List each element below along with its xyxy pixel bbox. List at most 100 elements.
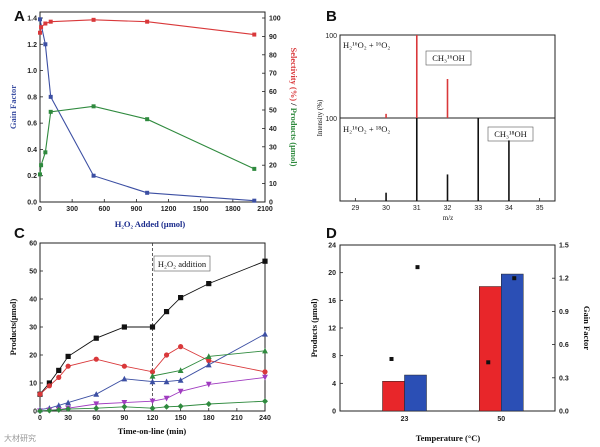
panel-c-xtick-label: 60 — [92, 415, 100, 422]
panel-b-xlabel: m/z — [443, 214, 454, 222]
panel-d-ytick-left-label: 20 — [328, 270, 336, 277]
panel-c-point-black-square — [149, 324, 156, 330]
panel-d-ytick-left-label: 8 — [332, 353, 336, 360]
panel-b-xtick-label: 31 — [413, 205, 421, 212]
panel-c-point-green-diamond — [65, 406, 72, 413]
panel-a-ylabel-right: Selectivity (%) / Products (µmol) — [289, 47, 299, 166]
panel-d-xtick-label: 23 — [401, 416, 409, 423]
panel-a-point-blue — [91, 173, 96, 178]
panel-c-xtick-label: 90 — [120, 415, 128, 422]
panel-a-xtick-label: 600 — [98, 206, 110, 213]
panel-a-ytick-right-label: 30 — [269, 144, 277, 151]
panel-d-ytick-right-label: 0.0 — [559, 409, 569, 416]
panel-c-point-green-diamond — [163, 403, 170, 410]
panel-a-point-red — [38, 30, 42, 35]
panel-c-xtick-label: 210 — [231, 415, 243, 422]
panel-c-point-red-circle — [149, 369, 156, 375]
panel-c-point-red-circle — [46, 383, 52, 389]
panel-c-point-black-square — [206, 281, 212, 287]
panel-c-chart: Time-on-line (min) Products(µmol) H₂O₂ a… — [8, 241, 271, 437]
panel-c-point-blue-triangle-up — [262, 330, 268, 337]
panel-c-point-green-diamond — [149, 405, 156, 412]
panel-a-xtick-label: 300 — [66, 206, 78, 213]
panel-a-ylabel-right-red: Selectivity (%) — [289, 47, 299, 101]
panel-a-ytick-left-label: 1.2 — [27, 42, 37, 49]
panel-c-point-red-circle — [163, 352, 170, 358]
panel-a-point-green — [39, 163, 44, 168]
panel-c-point-violet-triangle-down — [177, 388, 184, 395]
panel-a-ytick-left-label: 0.2 — [27, 173, 37, 180]
panel-a-xtick-label: 2100 — [257, 206, 273, 213]
panel-a-chart: H₂O₂ Added (µmol) Gain Factor Selectivit… — [8, 11, 299, 229]
panel-b-top-formula: H₂¹⁶O₂ + ¹⁶O₂ — [343, 40, 390, 50]
panel-a-ytick-right-label: 50 — [269, 108, 277, 115]
panel-a-ylabel-right-green: Products (µmol) — [289, 108, 299, 167]
panel-c-annotation-box — [153, 255, 211, 272]
panel-c-ylabel: Products(µmol) — [8, 298, 18, 355]
panel-c-point-green-triangle-up — [205, 353, 212, 359]
panel-a-point-red — [43, 21, 48, 26]
panel-d-ytick-left-label: 24 — [328, 243, 336, 250]
panel-c-ytick-label: 60 — [29, 241, 37, 248]
panel-d-ticks: 0 4 8 12 16 20 24 0.0 0.3 0.6 0.9 1.2 1.5 23 50 — [328, 243, 569, 424]
panel-c-point-green-diamond — [262, 398, 268, 405]
panel-a-xtick-label: 1800 — [225, 206, 241, 213]
panel-c-ytick-label: 10 — [29, 381, 37, 388]
panel-a-ytick-left-label: 0.6 — [27, 121, 37, 128]
panel-a-ylabel-right-sep: / — [289, 101, 299, 108]
panel-c-point-blue-triangle-up — [93, 391, 100, 397]
panel-a-ytick-right-label: 60 — [269, 89, 277, 96]
panel-a-ytick-left-label: 1.4 — [27, 16, 37, 23]
panel-d-ytick-right-label: 1.2 — [559, 276, 569, 283]
panel-a-point-green — [38, 172, 42, 177]
panel-a-ytick-right-label: 100 — [269, 16, 281, 23]
panel-a-ytick-right-label: 90 — [269, 34, 277, 41]
panel-d-chart: Temperature (°C) Products (µmol) Gain Fa… — [309, 243, 592, 444]
panel-a-point-green — [48, 109, 53, 114]
panel-a-point-red — [48, 19, 53, 24]
panel-b-bottom-product: CH₃¹⁸OH — [494, 129, 527, 139]
panel-b-bottom-ytick: 100 — [325, 116, 337, 123]
panel-c-point-violet-triangle-down — [163, 395, 170, 402]
panel-a-ytick-right-label: 20 — [269, 163, 277, 170]
panel-a-point-red — [39, 25, 44, 30]
panel-b-xtick-label: 32 — [444, 205, 452, 212]
panel-b-xtick-label: 30 — [382, 205, 390, 212]
panel-c-point-black-square — [121, 324, 127, 330]
panel-c-xtick-label: 120 — [147, 415, 159, 422]
panel-d-gain-point — [415, 265, 420, 270]
panel-d-ytick-left-label: 0 — [332, 409, 336, 416]
panel-c-plot — [37, 243, 268, 415]
panel-a-ytick-right-label: 40 — [269, 126, 277, 133]
panel-b-xtick-label: 33 — [474, 205, 482, 212]
panel-c-point-blue-triangle-up — [163, 378, 170, 385]
panel-c-point-green-diamond — [46, 407, 53, 414]
panel-c-point-red-circle — [121, 363, 127, 369]
panel-c-point-red-circle — [206, 358, 212, 364]
panel-c-point-blue-triangle-up — [65, 399, 72, 406]
panel-label-a: A — [14, 8, 25, 25]
panel-a-frame — [39, 11, 266, 203]
panel-a-point-green — [252, 166, 257, 171]
panel-c-point-red-circle — [262, 369, 268, 375]
panel-b-top-product-box — [425, 50, 472, 66]
panel-a-series-line-blue — [39, 19, 255, 202]
panel-a-xtick-label: 1500 — [193, 206, 209, 213]
panel-c-point-blue-triangle-up — [205, 361, 212, 368]
panel-a-point-blue — [145, 190, 150, 195]
panel-b-bottom-formula: H₂¹⁶O₂ + ¹⁸O₂ — [343, 124, 390, 134]
panel-b-xtick-label: 29 — [351, 205, 359, 212]
panel-c-point-blue-triangle-up — [149, 378, 156, 385]
panel-c-xtick-label: 240 — [259, 415, 271, 422]
panel-d-ytick-left-label: 4 — [332, 381, 336, 388]
panel-d-ytick-right-label: 0.6 — [559, 342, 569, 349]
panel-c-point-green-diamond — [121, 403, 128, 410]
panel-c-point-black-square — [163, 309, 170, 315]
panel-c-point-violet-triangle-down — [205, 381, 212, 388]
panel-d-ylabel-left: Products (µmol) — [309, 298, 319, 357]
panel-label-d: D — [326, 225, 337, 242]
panel-c-ticks: 0 30 60 90 120 150 180 210 240 0 10 20 30 40 50 60 — [29, 241, 271, 423]
panel-c-ytick-label: 40 — [29, 297, 37, 304]
panel-d-ytick-right-label: 1.5 — [559, 243, 569, 250]
panel-c-point-green-diamond — [55, 406, 62, 413]
